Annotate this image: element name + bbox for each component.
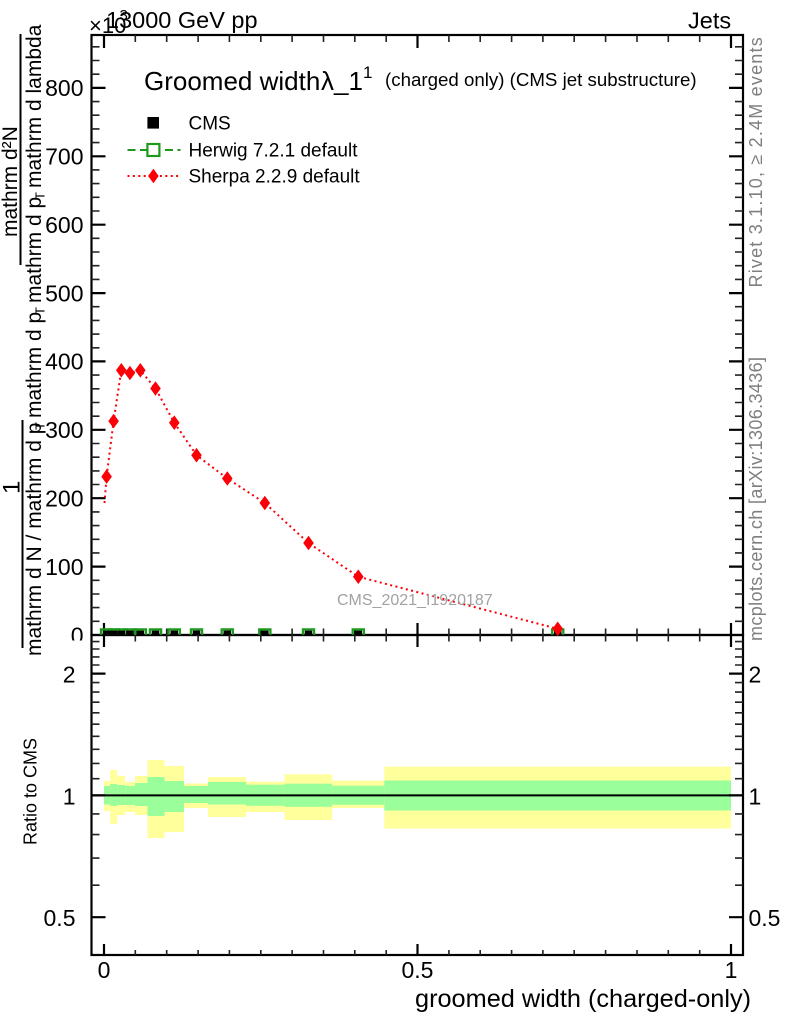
svg-text:0: 0 <box>71 622 84 648</box>
svg-text:500: 500 <box>45 280 83 306</box>
svg-text:400: 400 <box>45 349 83 375</box>
svg-text:1: 1 <box>363 63 372 82</box>
svg-text:Rivet 3.1.10, ≥ 2.4M events: Rivet 3.1.10, ≥ 2.4M events <box>746 36 766 287</box>
svg-text:T: T <box>33 192 48 200</box>
svg-text:mcplots.cern.ch [arXiv:1306.34: mcplots.cern.ch [arXiv:1306.3436] <box>746 357 766 641</box>
svg-text:700: 700 <box>45 144 83 170</box>
svg-text:300: 300 <box>45 417 83 443</box>
svg-text:mathrm d lambda: mathrm d lambda <box>23 24 46 188</box>
svg-text:×10: ×10 <box>89 13 126 38</box>
svg-text:1: 1 <box>725 957 738 983</box>
svg-text:1: 1 <box>63 783 76 809</box>
svg-text:2: 2 <box>63 662 76 688</box>
svg-text:0.5: 0.5 <box>44 905 76 931</box>
svg-text:T: T <box>33 307 48 315</box>
svg-text:λ_1: λ_1 <box>321 66 363 96</box>
svg-text:13000 GeV pp: 13000 GeV pp <box>106 7 258 33</box>
svg-text:mathrm d²N: mathrm d²N <box>0 126 22 237</box>
svg-text:groomed width (charged-only): groomed width (charged-only) <box>415 985 751 1013</box>
svg-text:3: 3 <box>120 7 128 24</box>
svg-text:(charged only) (CMS jet substr: (charged only) (CMS jet substructure) <box>385 69 697 90</box>
svg-text:Sherpa 2.2.9 default: Sherpa 2.2.9 default <box>189 167 361 188</box>
svg-text:800: 800 <box>45 75 83 101</box>
svg-text:0: 0 <box>98 957 111 983</box>
svg-text:CMS: CMS <box>189 114 231 135</box>
svg-text:Groomed width: Groomed width <box>144 66 320 96</box>
svg-text:mathrm d N / mathrm d p: mathrm d N / mathrm d p <box>23 423 46 656</box>
svg-text:mathrm d p: mathrm d p <box>23 312 46 418</box>
svg-text:1: 1 <box>0 481 26 494</box>
svg-text:1: 1 <box>749 783 762 809</box>
svg-text:CMS_2021_I1920187: CMS_2021_I1920187 <box>337 592 493 609</box>
svg-text:Ratio to CMS: Ratio to CMS <box>21 738 41 845</box>
svg-text:T: T <box>33 422 48 430</box>
svg-text:100: 100 <box>45 554 83 580</box>
svg-text:Herwig 7.2.1 default: Herwig 7.2.1 default <box>189 141 359 162</box>
svg-text:0.5: 0.5 <box>749 905 781 931</box>
svg-text:0.5: 0.5 <box>402 957 434 983</box>
svg-text:Jets: Jets <box>688 8 731 34</box>
svg-text:mathrm d p: mathrm d p <box>23 197 46 303</box>
svg-text:600: 600 <box>45 212 83 238</box>
svg-text:2: 2 <box>749 662 762 688</box>
svg-text:200: 200 <box>45 486 83 512</box>
